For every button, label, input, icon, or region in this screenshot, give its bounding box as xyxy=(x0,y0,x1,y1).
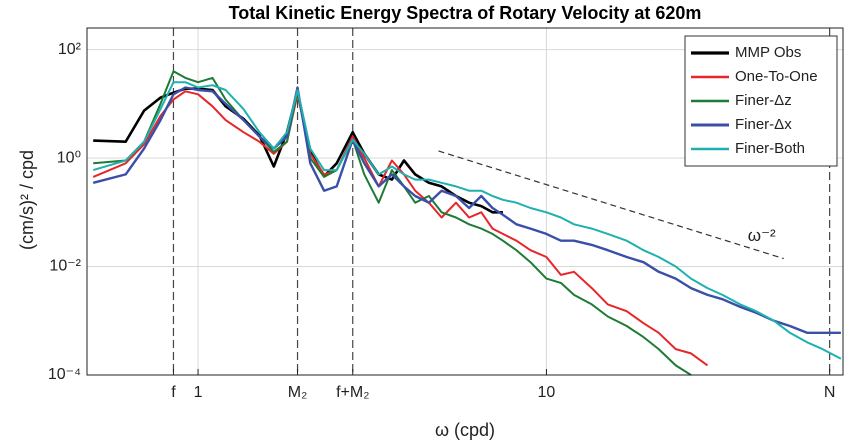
y-tick-label: 10² xyxy=(58,41,82,58)
legend-label: Finer-Δx xyxy=(735,116,792,133)
y-tick-label: 10⁰ xyxy=(57,149,81,166)
series-line xyxy=(92,81,842,360)
x-axis-label: ω (cpd) xyxy=(435,420,495,440)
series-line xyxy=(93,70,692,376)
legend-label: Finer-Both xyxy=(735,140,805,157)
x-tick-label: f xyxy=(171,384,176,401)
x-tick-label: M₂ xyxy=(288,384,308,401)
legend-label: MMP Obs xyxy=(735,44,801,61)
x-tick-label: N xyxy=(824,384,836,401)
y-axis-label: (cm/s)² / cpd xyxy=(17,150,37,250)
y-tick-label: 10⁻² xyxy=(49,258,81,275)
series-line xyxy=(92,86,841,334)
x-tick-label: f+M₂ xyxy=(336,384,369,401)
x-tick-label: 10 xyxy=(538,384,556,401)
y-tick-label: 10⁻⁴ xyxy=(48,366,81,383)
reference-line xyxy=(438,150,784,260)
annotation: ω⁻² xyxy=(748,226,776,245)
legend-label: One-To-One xyxy=(735,68,818,85)
x-tick-label: 1 xyxy=(194,384,203,401)
chart-title: Total Kinetic Energy Spectra of Rotary V… xyxy=(229,3,702,23)
legend-label: Finer-Δz xyxy=(735,92,792,109)
plot-border xyxy=(86,27,844,376)
